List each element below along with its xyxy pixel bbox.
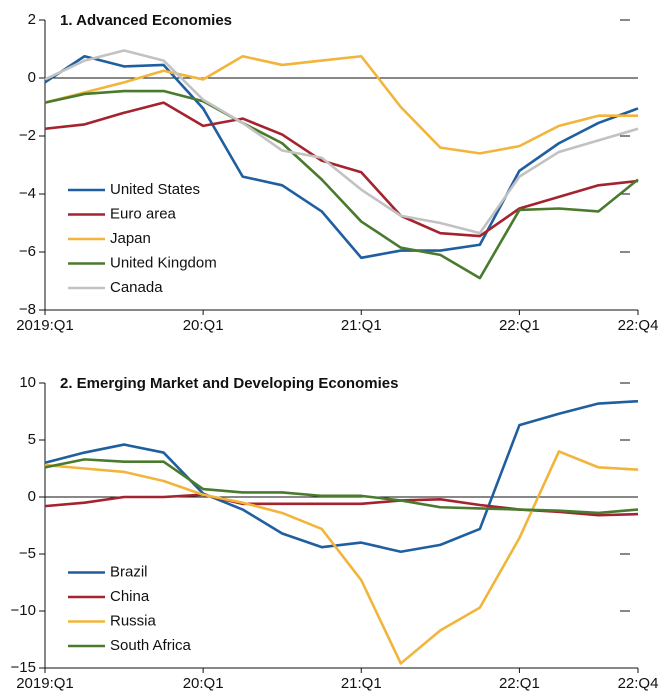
line-series bbox=[44, 450, 639, 665]
x-tick-label: 22:Q1 bbox=[499, 675, 540, 692]
y-tick-label: 5 bbox=[28, 431, 36, 448]
x-tick-label: 22:Q1 bbox=[499, 317, 540, 334]
y-tick-label: −2 bbox=[19, 127, 36, 144]
y-tick-label: 0 bbox=[28, 69, 36, 86]
legend-label: Brazil bbox=[110, 563, 148, 580]
legend-label: China bbox=[110, 588, 150, 605]
y-tick-label: −15 bbox=[11, 659, 36, 676]
legend-label: Japan bbox=[110, 230, 151, 247]
chart-title: 2. Emerging Market and Developing Econom… bbox=[60, 375, 398, 392]
y-tick-label: −8 bbox=[19, 301, 36, 318]
legend-label: South Africa bbox=[110, 637, 192, 654]
y-tick-label: 0 bbox=[28, 488, 36, 505]
x-tick-label: 22:Q4 bbox=[618, 675, 659, 692]
legend-label: Canada bbox=[110, 279, 163, 296]
x-tick-label: 22:Q4 bbox=[618, 317, 659, 334]
x-tick-label: 20:Q1 bbox=[183, 675, 224, 692]
line-series bbox=[44, 493, 639, 517]
y-tick-label: −5 bbox=[19, 545, 36, 562]
chart-title: 1. Advanced Economies bbox=[60, 12, 232, 29]
x-tick-label: 21:Q1 bbox=[341, 675, 382, 692]
x-tick-label: 2019:Q1 bbox=[16, 317, 74, 334]
line-series bbox=[44, 458, 639, 515]
legend-label: United Kingdom bbox=[110, 254, 217, 271]
y-tick-label: −10 bbox=[11, 602, 36, 619]
line-series bbox=[44, 89, 639, 280]
line-series bbox=[44, 54, 639, 260]
legend-label: Euro area bbox=[110, 205, 177, 222]
line-series bbox=[44, 101, 639, 238]
y-tick-label: 2 bbox=[28, 11, 36, 28]
y-tick-label: −6 bbox=[19, 243, 36, 260]
legend-label: Russia bbox=[110, 612, 157, 629]
y-tick-label: 10 bbox=[19, 374, 36, 391]
legend-label: United States bbox=[110, 181, 200, 198]
line-series bbox=[44, 49, 639, 235]
y-tick-label: −4 bbox=[19, 185, 36, 202]
line-series bbox=[44, 399, 639, 554]
x-tick-label: 20:Q1 bbox=[183, 317, 224, 334]
x-tick-label: 2019:Q1 bbox=[16, 675, 74, 692]
line-series bbox=[44, 54, 638, 155]
x-tick-label: 21:Q1 bbox=[341, 317, 382, 334]
